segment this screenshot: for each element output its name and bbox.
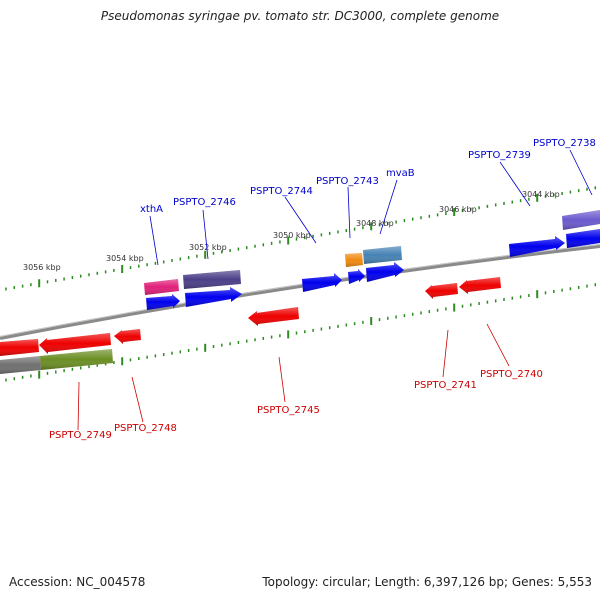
- gene-forward-4[interactable]: [366, 262, 404, 282]
- gene-PSPTO_2746[interactable]: [183, 270, 241, 289]
- gene-forward-2[interactable]: [185, 287, 242, 307]
- scale-label: 3052 kbp: [189, 243, 227, 252]
- gene-mvaB[interactable]: [363, 246, 402, 264]
- genome-title: Pseudomonas syringae pv. tomato str. DC3…: [100, 9, 500, 23]
- gene-PSPTO_2749[interactable]: [40, 349, 113, 370]
- gene-PSPTO_2741[interactable]: [425, 283, 458, 299]
- gene-forward-5[interactable]: [566, 229, 600, 248]
- gene-label-PSPTO_2744[interactable]: PSPTO_2744: [250, 186, 313, 197]
- gene-label-PSPTO_2738[interactable]: PSPTO_2738: [533, 138, 596, 149]
- scale-label: 3046 kbp: [439, 205, 477, 214]
- gene-label-PSPTO_2741[interactable]: PSPTO_2741: [414, 380, 477, 391]
- gene-forward-1[interactable]: [146, 294, 180, 310]
- gene-xthA[interactable]: [144, 279, 179, 295]
- gene-PSPTO_2745[interactable]: [248, 307, 299, 326]
- scale-label: 3048 kbp: [356, 219, 394, 228]
- gene-PSPTO_2738[interactable]: [562, 210, 600, 230]
- gene-label-PSPTO_2748[interactable]: PSPTO_2748: [114, 423, 177, 434]
- accession-text: Accession: NC_004578: [9, 575, 146, 589]
- gene-PSPTO_2744[interactable]: [302, 273, 342, 292]
- scale-label: 3044 kbp: [522, 190, 560, 199]
- gene-reverse-edge[interactable]: [0, 339, 39, 356]
- gene-label-mvaB[interactable]: mvaB: [386, 168, 415, 179]
- label-leader-lines: [77, 149, 593, 431]
- gene-PSPTO_2739[interactable]: [509, 236, 565, 257]
- gene-PSPTO_2740[interactable]: [459, 277, 501, 294]
- gene-label-PSPTO_2746[interactable]: PSPTO_2746: [173, 197, 236, 208]
- gene-label-PSPTO_2745[interactable]: PSPTO_2745: [257, 405, 320, 416]
- genome-stats-text: Topology: circular; Length: 6,397,126 bp…: [262, 575, 592, 589]
- scale-ticks-upper: [5, 186, 597, 291]
- gene-label-PSPTO_2739[interactable]: PSPTO_2739: [468, 150, 531, 161]
- gene-label-PSPTO_2743[interactable]: PSPTO_2743: [316, 176, 379, 187]
- gene-label-PSPTO_2749[interactable]: PSPTO_2749: [49, 430, 112, 441]
- scale-label: 3050 kbp: [273, 231, 311, 240]
- gene-forward-3[interactable]: [348, 269, 365, 284]
- gene-label-xthA[interactable]: xthA: [140, 204, 163, 215]
- gene-label-PSPTO_2740[interactable]: PSPTO_2740: [480, 369, 543, 380]
- scale-label: 3056 kbp: [23, 263, 61, 272]
- scale-label: 3054 kbp: [106, 254, 144, 263]
- gene-PSPTO_2748[interactable]: [114, 329, 141, 344]
- gene-gray-segment[interactable]: [0, 356, 41, 374]
- scale-ticks-lower: [5, 283, 597, 382]
- genome-backbone: [0, 244, 600, 340]
- gene-reverse-1[interactable]: [39, 333, 111, 354]
- gene-PSPTO_2743[interactable]: [345, 253, 363, 267]
